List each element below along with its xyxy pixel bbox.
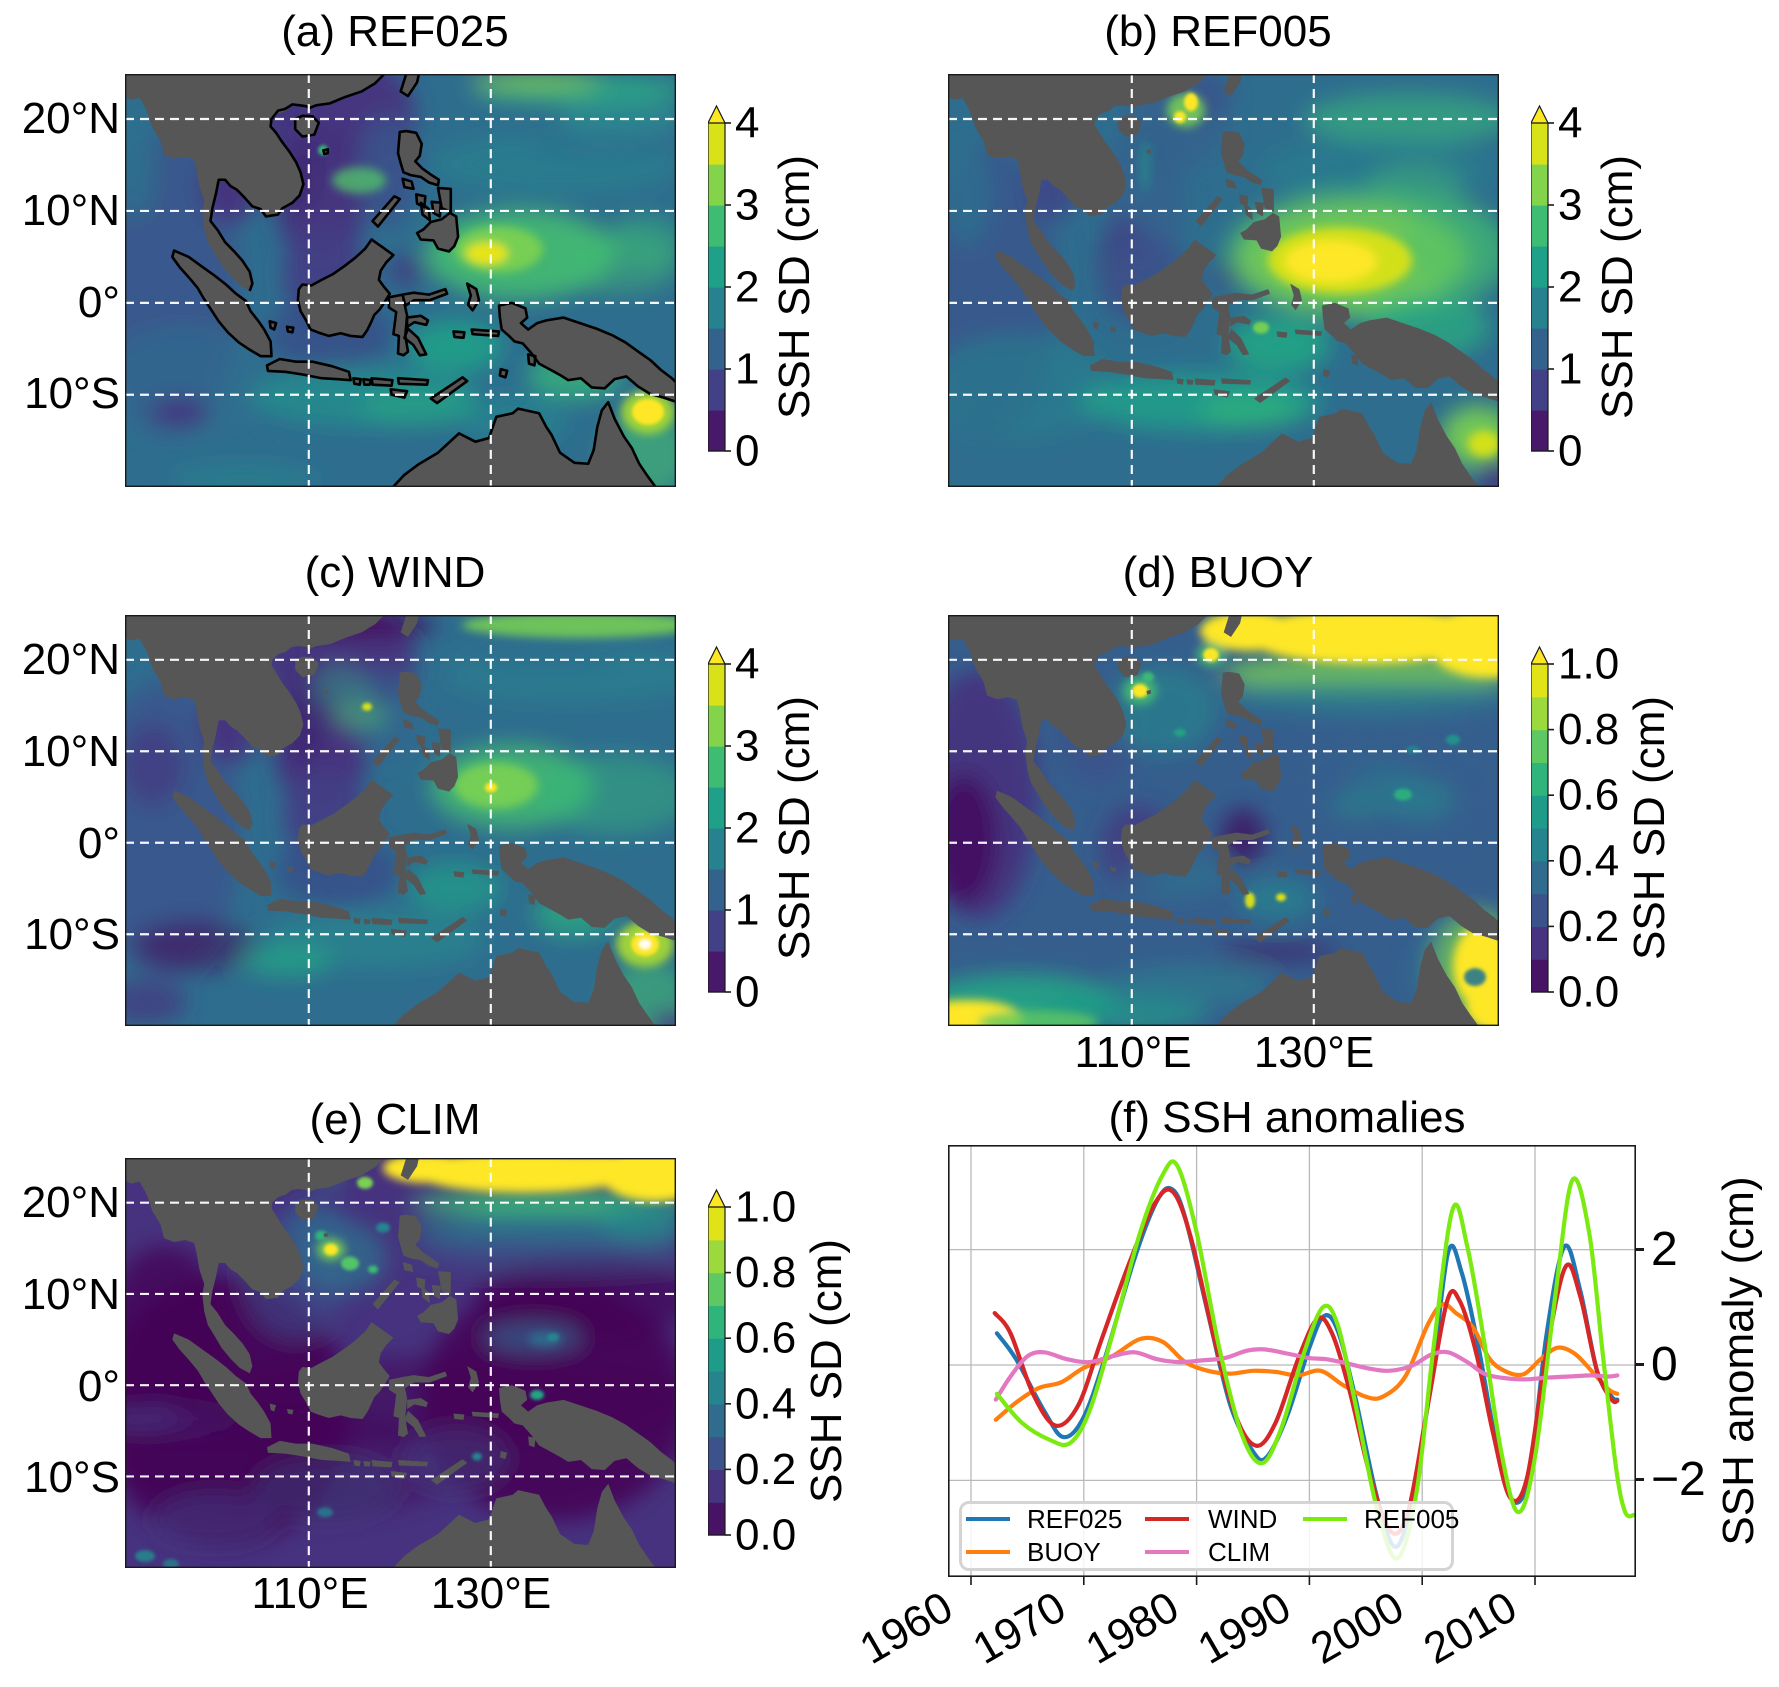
- svg-text:2: 2: [735, 263, 759, 312]
- svg-text:1: 1: [735, 345, 759, 394]
- svg-text:0: 0: [735, 968, 759, 1017]
- svg-text:0.0: 0.0: [735, 1511, 796, 1560]
- svg-text:0.8: 0.8: [1558, 705, 1619, 754]
- svg-text:3: 3: [1558, 181, 1582, 230]
- svg-text:3: 3: [735, 181, 759, 230]
- svg-text:1: 1: [1558, 345, 1582, 394]
- svg-text:4: 4: [735, 644, 759, 689]
- svg-text:4: 4: [735, 103, 759, 148]
- svg-text:0.2: 0.2: [1558, 902, 1619, 951]
- svg-text:1.0: 1.0: [735, 1187, 796, 1232]
- svg-text:0.0: 0.0: [1558, 968, 1619, 1017]
- svg-text:2: 2: [1558, 263, 1582, 312]
- svg-text:2: 2: [735, 804, 759, 853]
- svg-text:0.2: 0.2: [735, 1445, 796, 1494]
- svg-text:0.8: 0.8: [735, 1248, 796, 1297]
- svg-text:1.0: 1.0: [1558, 644, 1619, 689]
- svg-text:0: 0: [735, 427, 759, 476]
- svg-text:0.4: 0.4: [735, 1379, 796, 1428]
- svg-text:0: 0: [1558, 427, 1582, 476]
- svg-text:0.4: 0.4: [1558, 836, 1619, 885]
- svg-text:3: 3: [735, 722, 759, 771]
- svg-text:0.6: 0.6: [1558, 771, 1619, 820]
- svg-text:1: 1: [735, 886, 759, 935]
- svg-text:0.6: 0.6: [735, 1314, 796, 1363]
- svg-text:4: 4: [1558, 103, 1582, 148]
